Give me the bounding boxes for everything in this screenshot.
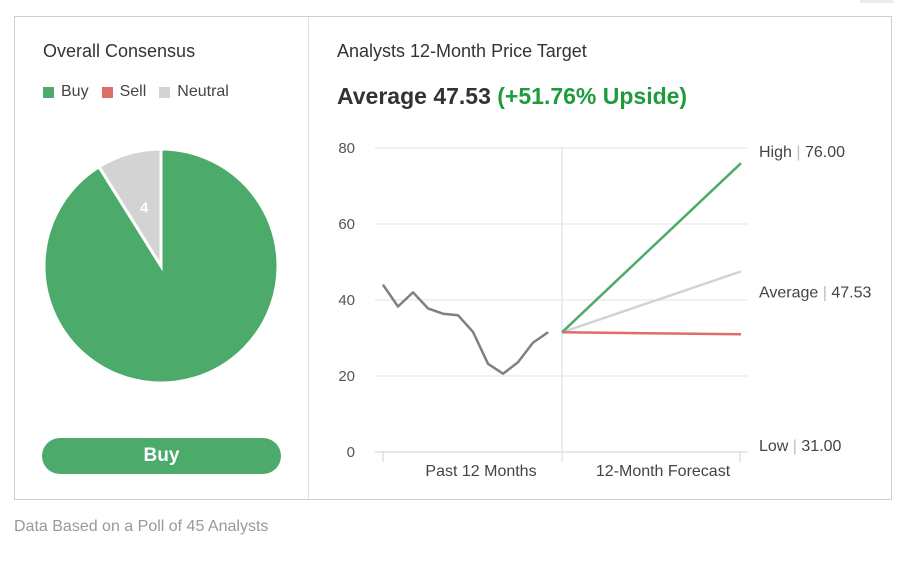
price-history-point xyxy=(502,373,504,375)
price-history-point xyxy=(442,313,444,315)
pie-label-buy: 41 xyxy=(158,384,175,401)
price-target-title: Analysts 12-Month Price Target xyxy=(337,41,587,61)
poll-footnote: Data Based on a Poll of 45 Analysts xyxy=(14,518,269,535)
target-value-average: 47.53 xyxy=(831,284,871,301)
target-value-high: 76.00 xyxy=(805,144,845,161)
legend-item-buy: Buy xyxy=(43,83,89,101)
price-history-point xyxy=(517,361,519,363)
price-history-point xyxy=(532,342,534,344)
legend-label-sell: Sell xyxy=(119,83,147,100)
consensus-legend: Buy Sell Neutral xyxy=(43,83,242,101)
pie-slice-neutral[interactable] xyxy=(96,147,163,272)
consensus-rating-button[interactable]: Buy xyxy=(42,438,281,474)
target-label-high: High | 76.00 xyxy=(759,144,845,161)
x-category-label-0: Past 12 Months xyxy=(425,463,536,480)
x-category-label-1: 12-Month Forecast xyxy=(596,463,731,480)
price-history-line xyxy=(381,284,549,375)
consensus-title: Overall Consensus xyxy=(43,41,196,61)
legend-swatch-sell xyxy=(101,86,113,98)
target-name-average: Average xyxy=(759,284,823,301)
forecast-line-high xyxy=(561,162,742,334)
pie-label-neutral: 4 xyxy=(140,200,149,217)
price-history-point xyxy=(427,307,429,309)
upside-percentage: (+51.76% Upside) xyxy=(497,83,688,109)
price-history-point xyxy=(412,291,414,293)
y-tick-label-60: 60 xyxy=(338,216,355,233)
panel-divider xyxy=(308,17,309,499)
legend-label-buy: Buy xyxy=(61,83,89,100)
y-tick-label-40: 40 xyxy=(338,292,355,309)
legend-swatch-neutral xyxy=(159,86,171,98)
price-history-point xyxy=(382,284,384,286)
average-price-value: Average 47.53 xyxy=(337,83,491,109)
target-name-low: Low xyxy=(759,438,793,455)
y-tick-label-80: 80 xyxy=(338,140,355,157)
price-history-point xyxy=(472,331,474,333)
target-separator: | xyxy=(793,438,802,455)
consensus-pie-chart: 41 4 xyxy=(42,147,280,401)
legend-swatch-buy xyxy=(43,86,54,98)
legend-item-neutral: Neutral xyxy=(159,83,229,101)
target-separator: | xyxy=(796,144,805,161)
y-tick-label-0: 0 xyxy=(347,444,355,461)
average-price-target: Average 47.53 (+51.76% Upside) xyxy=(337,83,687,110)
legend-label-neutral: Neutral xyxy=(177,83,229,100)
price-history-point xyxy=(547,331,549,333)
forecast-line-average xyxy=(561,270,742,334)
target-name-high: High xyxy=(759,144,796,161)
legend-item-sell: Sell xyxy=(101,83,147,101)
corner-decoration xyxy=(860,0,894,3)
price-history-point xyxy=(487,363,489,365)
target-value-low: 31.00 xyxy=(801,438,841,455)
forecast-line-low xyxy=(561,331,742,336)
price-history-point xyxy=(397,305,399,307)
target-separator: | xyxy=(823,284,832,301)
price-target-card: Overall Consensus Buy Sell Neutral 41 4 B… xyxy=(14,16,892,500)
target-label-low: Low | 31.00 xyxy=(759,438,842,455)
y-tick-label-20: 20 xyxy=(338,368,355,385)
target-label-average: Average | 47.53 xyxy=(759,284,872,301)
price-target-line-chart: 0 20 40 60 80 Past 12 Months 12-Month Forecast… xyxy=(338,140,872,480)
price-history-point xyxy=(457,314,459,316)
